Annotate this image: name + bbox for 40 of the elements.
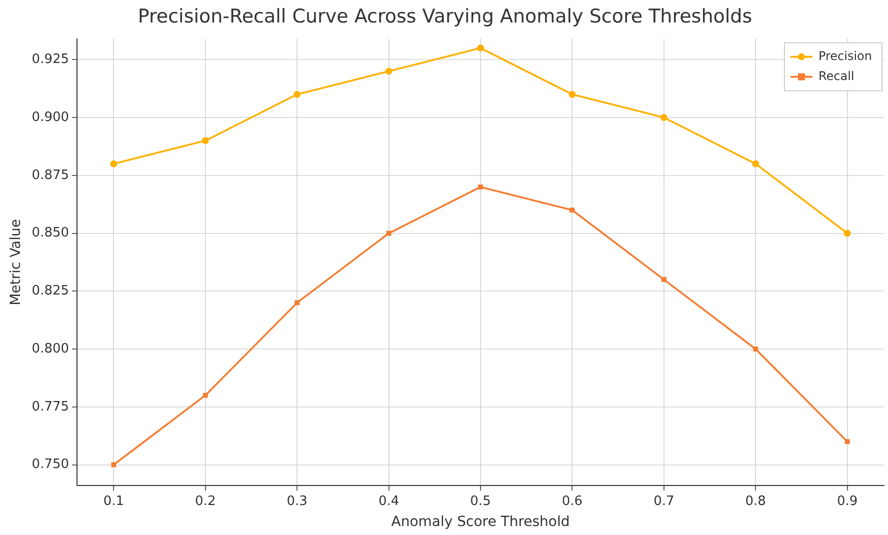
point <box>202 392 208 398</box>
x-tick-label: 0.9 <box>836 494 858 509</box>
point <box>661 277 666 282</box>
x-tick-label: 0.2 <box>195 494 216 509</box>
x-tick-label: 0.4 <box>378 494 400 509</box>
y-tick-label: 0.875 <box>32 168 70 183</box>
y-axis-title: Metric Value <box>8 218 24 306</box>
point <box>660 114 668 122</box>
point <box>385 68 392 75</box>
point <box>386 230 392 236</box>
x-axis-title: Anomaly Score Threshold <box>391 514 570 530</box>
point <box>844 439 850 444</box>
x-tick-label: 0.1 <box>103 494 124 509</box>
y-tick-label: 0.925 <box>32 52 70 68</box>
x-tick-label: 0.6 <box>562 494 583 509</box>
x-tick-label: 0.7 <box>654 494 674 509</box>
point <box>568 90 576 98</box>
x-tick-label: 0.3 <box>286 494 308 509</box>
point <box>294 300 300 306</box>
x-tick-label: 0.5 <box>470 494 491 509</box>
legend-label: Precision <box>818 48 872 63</box>
point <box>294 90 301 98</box>
x-tick-label: 0.8 <box>745 494 766 509</box>
point <box>477 44 484 52</box>
point <box>110 160 118 168</box>
point <box>111 462 116 468</box>
y-tick-label: 0.900 <box>32 110 70 125</box>
point <box>478 184 483 190</box>
point <box>753 346 758 352</box>
chart-title: Precision-Recall Curve Across Varying Anomaly Score Thresholds <box>138 5 752 28</box>
y-tick-label: 0.850 <box>32 226 70 241</box>
point <box>202 137 209 144</box>
y-tick-label: 0.825 <box>32 284 70 299</box>
y-tick-label: 0.750 <box>32 457 70 472</box>
y-tick-label: 0.800 <box>32 341 70 356</box>
legend-label: Recall <box>818 68 854 83</box>
y-tick-label: 0.775 <box>32 399 70 414</box>
point <box>844 230 851 237</box>
point <box>570 208 575 213</box>
point <box>752 160 760 168</box>
